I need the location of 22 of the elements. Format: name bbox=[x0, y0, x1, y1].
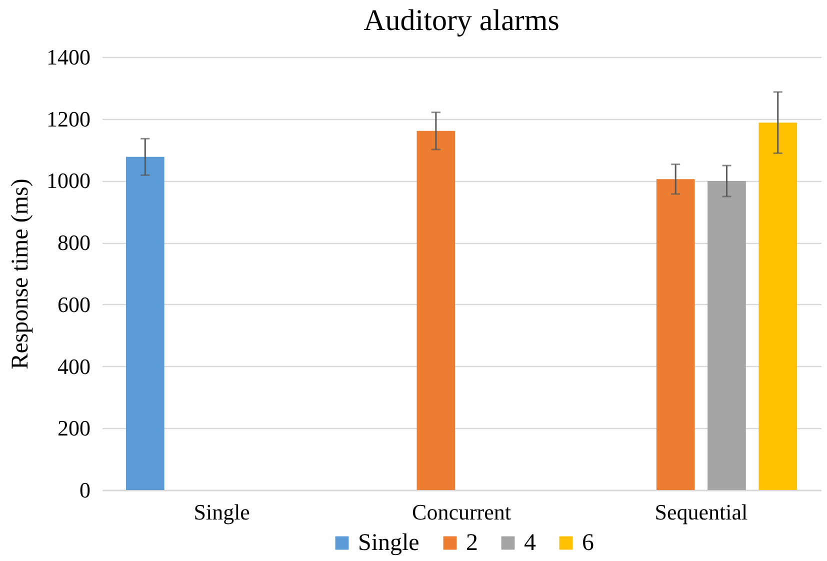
bar bbox=[126, 156, 164, 490]
bar bbox=[758, 122, 798, 490]
y-tick-label: 1200 bbox=[46, 106, 90, 132]
y-tick-label: 600 bbox=[58, 292, 90, 317]
legend-label: Single bbox=[358, 530, 420, 556]
chart-title: Auditory alarms bbox=[364, 4, 560, 37]
x-tick-label: Concurrent bbox=[412, 500, 511, 524]
x-tick-label: Single bbox=[194, 500, 250, 524]
legend-label: 2 bbox=[466, 530, 478, 556]
bar bbox=[708, 181, 746, 490]
y-tick-label: 1000 bbox=[46, 168, 90, 194]
y-tick-label: 200 bbox=[58, 416, 90, 441]
legend-label: 4 bbox=[524, 530, 536, 556]
bar bbox=[416, 130, 456, 490]
y-tick-label: 400 bbox=[58, 354, 90, 379]
y-tick-label: 0 bbox=[80, 478, 90, 502]
legend-label: 6 bbox=[582, 530, 594, 556]
y-axis-title: Response time (ms) bbox=[8, 178, 34, 370]
y-tick-label: 800 bbox=[58, 230, 90, 256]
y-tick-label: 1400 bbox=[46, 44, 90, 70]
x-tick-label: Sequential bbox=[654, 500, 748, 524]
bar bbox=[656, 179, 695, 490]
